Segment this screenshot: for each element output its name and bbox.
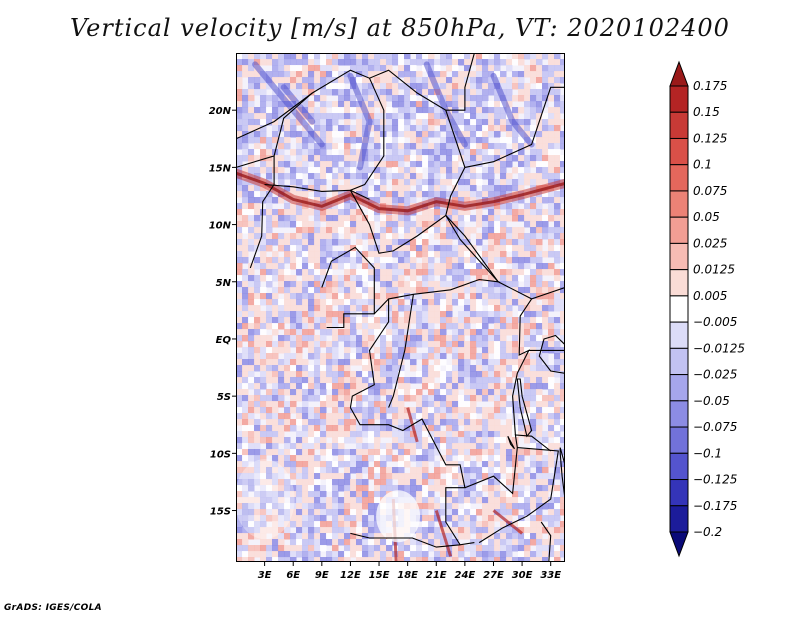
colorbar-label: 0.005 <box>693 289 727 303</box>
colorbar-bin <box>669 321 689 349</box>
border-line <box>349 298 390 408</box>
colorbar-bin <box>669 164 689 192</box>
colorbar-label: −0.2 <box>693 525 722 539</box>
lat-tick-label: 15N <box>209 163 232 174</box>
colorbar-label: 0.0125 <box>693 263 735 277</box>
colorbar-bin <box>669 505 689 533</box>
lake-outline <box>507 435 515 450</box>
colorbar-label: −0.1 <box>693 446 722 460</box>
colorbar-label: 0.075 <box>693 184 727 198</box>
lon-tick-label: 33E <box>540 570 561 581</box>
colorbar-label: −0.005 <box>693 315 737 329</box>
border-line <box>350 532 461 548</box>
lake-outline <box>516 378 533 438</box>
velocity-map <box>236 53 565 562</box>
map-border <box>236 53 565 562</box>
colorbar-label: −0.05 <box>693 394 730 408</box>
border-line <box>349 190 565 300</box>
colorbar-label: −0.0125 <box>693 341 745 355</box>
colorbar-label: 0.05 <box>693 210 720 224</box>
colorbar-label: 0.175 <box>693 79 727 93</box>
border-line <box>540 521 552 562</box>
colorbar-bin <box>669 400 689 428</box>
colorbar-label: 0.1 <box>693 158 712 172</box>
colorbar-bin <box>669 111 689 139</box>
lon-tick-label: 3E <box>258 570 272 581</box>
colorbar-max-triangle <box>669 60 689 87</box>
colorbar-bin <box>669 85 689 113</box>
colorbar-bin <box>669 295 689 323</box>
lon-tick-label: 18E <box>397 570 418 581</box>
colorbar-bin <box>669 190 689 218</box>
lon-tick-label: 30E <box>512 570 533 581</box>
colorbar-bin <box>669 452 689 481</box>
lon-tick-label: 6E <box>286 570 300 581</box>
chart-title: Vertical velocity [m/s] at 850hPa, VT: 2… <box>70 14 730 42</box>
map-frame <box>236 53 565 562</box>
colorbar-bin <box>669 347 689 376</box>
colorbar-label: −0.075 <box>693 420 737 434</box>
border-line <box>236 92 313 168</box>
lon-tick-label: 12E <box>340 570 361 581</box>
border-line <box>264 183 370 200</box>
colorbar-bin <box>669 269 689 297</box>
grads-credit: GrADS: IGES/COLA <box>4 603 102 613</box>
colorbar-bin <box>669 374 689 402</box>
lon-tick-label: 15E <box>369 570 390 581</box>
lon-tick-label: 9E <box>315 570 329 581</box>
border-line <box>236 53 475 140</box>
lat-tick-label: 10N <box>209 221 232 232</box>
border-line <box>464 86 565 168</box>
colorbar-label: 0.025 <box>693 236 727 250</box>
border-line <box>388 294 414 408</box>
border-line <box>445 215 499 283</box>
colorbar: 0.175 0.15 0.125 0.1 0.075 0.05 0.025 0.0125 0.0… <box>669 60 745 558</box>
longitude-labels: 3E 6E 9E 12E 15E 18E 21E 24E 27E 30E 33E <box>258 562 561 581</box>
velocity-field <box>236 53 565 562</box>
lon-tick-label: 24E <box>454 570 475 581</box>
lon-tick-label: 27E <box>483 570 504 581</box>
lake-outline <box>538 334 565 374</box>
border-line <box>478 447 559 544</box>
border-line <box>373 278 499 315</box>
colorbar-label: 0.125 <box>693 131 727 145</box>
lat-tick-label: EQ <box>216 335 232 346</box>
border-line <box>249 155 275 269</box>
border-line <box>349 407 475 546</box>
border-line <box>350 77 385 191</box>
colorbar-bin <box>669 479 689 507</box>
lat-tick-label: 10S <box>210 449 231 460</box>
colorbar-bin <box>669 216 689 244</box>
lat-tick-label: 5N <box>216 278 232 289</box>
colorbar-bin <box>669 137 689 166</box>
lon-tick-label: 21E <box>426 570 447 581</box>
country-borders <box>236 53 565 562</box>
latitude-labels: 20N 15N 10N 5N EQ 5S 10S 15S <box>209 106 236 518</box>
colorbar-bin <box>669 242 689 271</box>
colorbar-label: −0.025 <box>693 368 737 382</box>
lat-tick-label: 5S <box>217 392 231 403</box>
lat-tick-label: 20N <box>209 106 232 117</box>
colorbar-label: 0.15 <box>693 105 720 119</box>
colorbar-label: −0.125 <box>693 473 737 487</box>
colorbar-bin <box>669 426 689 454</box>
lat-tick-label: 15S <box>210 507 231 518</box>
border-line <box>445 110 466 216</box>
colorbar-label: −0.175 <box>693 499 737 513</box>
border-line <box>321 246 375 329</box>
colorbar-min-triangle <box>669 531 689 558</box>
